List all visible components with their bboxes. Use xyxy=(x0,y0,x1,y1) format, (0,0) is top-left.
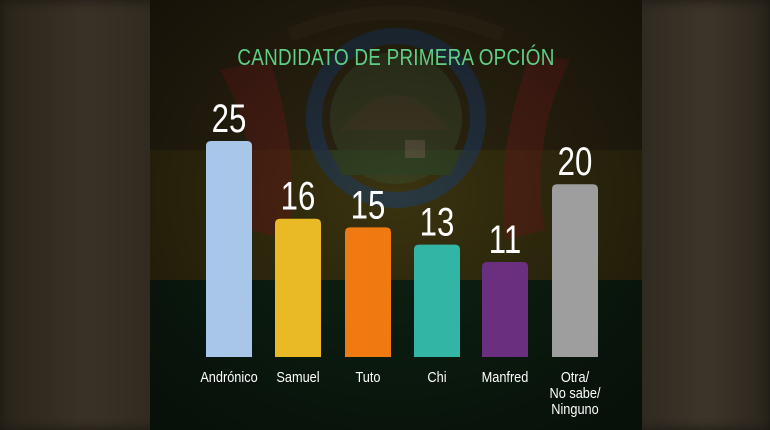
data-label-0: 25 xyxy=(212,96,247,141)
data-label-4: 11 xyxy=(489,217,521,262)
bar-2 xyxy=(345,227,391,357)
category-label-5-line-0: Otra/ xyxy=(561,368,589,385)
category-label-4: Manfred xyxy=(482,368,529,385)
category-label-3: Chi xyxy=(427,368,446,385)
category-label-5-line-1: No sabe/ xyxy=(550,384,601,401)
data-label-3: 13 xyxy=(420,200,455,245)
bar-4 xyxy=(482,261,528,357)
bar-5 xyxy=(552,184,598,357)
data-label-5: 20 xyxy=(558,140,593,185)
bar-0 xyxy=(206,141,252,357)
data-label-1: 16 xyxy=(281,174,316,219)
chart-title: CANDIDATO DE PRIMERA OPCIÓN xyxy=(237,44,555,70)
data-label-2: 15 xyxy=(351,183,386,228)
bar-1 xyxy=(275,218,321,357)
bar-3 xyxy=(414,244,460,357)
category-label-1: Samuel xyxy=(276,368,319,385)
category-label-5-line-2: Ninguno xyxy=(551,400,599,417)
category-label-2: Tuto xyxy=(355,368,380,385)
blurred-background-right xyxy=(630,0,770,430)
category-label-0: Andrónico xyxy=(200,368,258,385)
